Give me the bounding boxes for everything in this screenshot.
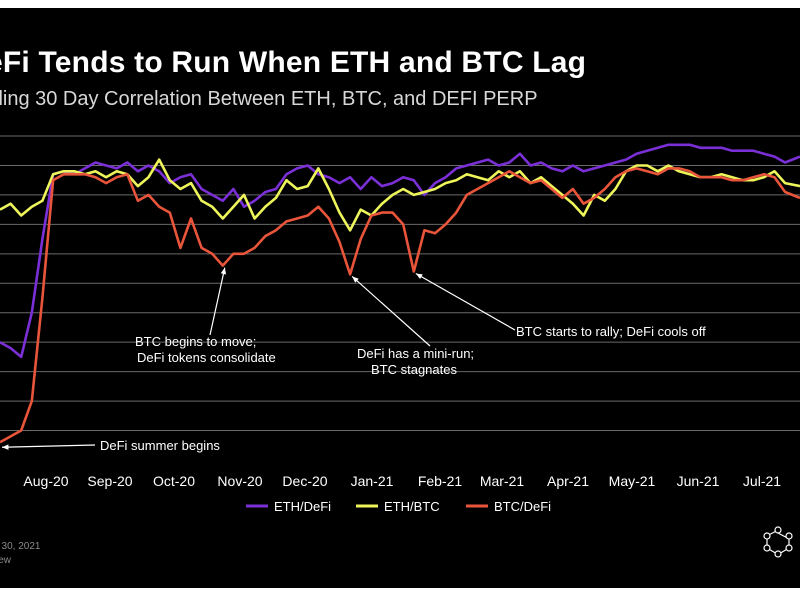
x-tick-label: Apr-21 bbox=[547, 473, 589, 489]
annotation-arrowhead bbox=[352, 276, 359, 283]
annotation-1: DeFi summer begins bbox=[1, 438, 220, 453]
x-tick-label: Oct-20 bbox=[153, 473, 195, 489]
x-tick-label: Jun-21 bbox=[677, 473, 720, 489]
x-tick-label: May-21 bbox=[609, 473, 656, 489]
legend-label: BTC/DeFi bbox=[494, 499, 551, 514]
annotation-text: BTC stagnates bbox=[371, 362, 457, 377]
annotation-2: BTC begins to move;DeFi tokens consolida… bbox=[135, 267, 276, 365]
annotation-text: DeFi summer begins bbox=[100, 438, 220, 453]
x-tick-label: Sep-20 bbox=[87, 473, 132, 489]
chart-title: eFi Tends to Run When ETH and BTC Lag bbox=[0, 46, 587, 79]
annotation-arrow bbox=[351, 275, 431, 347]
x-tick-label: Aug-20 bbox=[23, 473, 68, 489]
legend-item: ETH/DeFi bbox=[246, 499, 331, 514]
legend-label: ETH/BTC bbox=[384, 499, 440, 514]
series-line-eth-defi bbox=[0, 143, 800, 359]
x-tick-label: Jul-21 bbox=[743, 473, 781, 489]
annotation-arrowhead bbox=[415, 273, 423, 280]
footer-source: t 30, 2021 iew bbox=[0, 540, 40, 568]
x-tick-label: Feb-21 bbox=[418, 473, 463, 489]
series-line-eth-btc bbox=[0, 158, 800, 232]
annotation-text: BTC begins to move; bbox=[135, 334, 256, 349]
annotation-text: DeFi has a mini-run; bbox=[357, 346, 474, 361]
annotation-arrow bbox=[415, 272, 516, 331]
series-line-btc-defi bbox=[0, 167, 800, 444]
legend-label: ETH/DeFi bbox=[274, 499, 331, 514]
gridlines bbox=[0, 135, 800, 432]
legend-item: BTC/DeFi bbox=[466, 499, 551, 514]
x-tick-label: Nov-20 bbox=[217, 473, 262, 489]
annotation-arrow bbox=[1, 444, 96, 448]
x-axis-ticks: Aug-20 Sep-20 Oct-20 Nov-20 Dec-20 Jan-21 Feb-… bbox=[23, 473, 781, 489]
footer-source-text: iew bbox=[0, 555, 12, 566]
x-tick-label: Jan-21 bbox=[351, 473, 394, 489]
legend-item: ETH/BTC bbox=[356, 499, 440, 514]
legend: ETH/DeFi ETH/BTC BTC/DeFi bbox=[246, 499, 551, 514]
network-node-logo-icon bbox=[763, 526, 793, 558]
x-tick-label: Mar-21 bbox=[480, 473, 525, 489]
footer-date: t 30, 2021 bbox=[0, 541, 41, 552]
annotation-4: BTC starts to rally; DeFi cools off bbox=[415, 272, 706, 339]
annotation-arrowhead bbox=[220, 267, 227, 275]
x-tick-label: Dec-20 bbox=[282, 473, 327, 489]
chart-subtitle: lling 30 Day Correlation Between ETH, BT… bbox=[0, 88, 538, 110]
chart-frame: eFi Tends to Run When ETH and BTC Lag ll… bbox=[0, 8, 800, 588]
series-lines bbox=[0, 143, 800, 444]
annotation-3: DeFi has a mini-run;BTC stagnates bbox=[351, 275, 474, 377]
annotation-text: BTC starts to rally; DeFi cools off bbox=[516, 324, 706, 339]
annotation-arrow bbox=[209, 267, 226, 336]
annotation-text: DeFi tokens consolidate bbox=[137, 350, 276, 365]
annotation-arrowhead bbox=[2, 444, 9, 450]
